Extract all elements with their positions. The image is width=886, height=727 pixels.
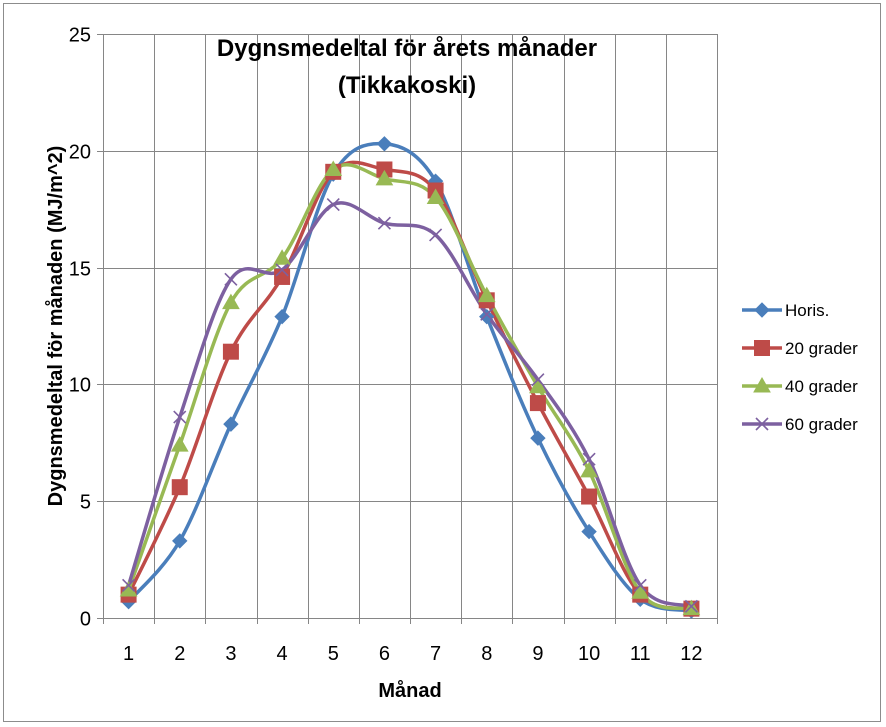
legend-swatch-marker xyxy=(755,417,769,431)
marker-stroke xyxy=(531,373,545,387)
data-point-40-grader xyxy=(426,188,445,205)
data-point-60-grader xyxy=(633,578,647,592)
legend-label: Horis. xyxy=(785,301,829,320)
y-tick-label: 10 xyxy=(69,375,91,397)
data-point-60-grader xyxy=(326,197,340,212)
y-tick-label: 5 xyxy=(80,492,91,514)
marker-stroke xyxy=(429,228,443,242)
data-point-60-grader xyxy=(582,452,596,466)
marker-stroke xyxy=(122,578,136,592)
chart-title-line-1: Dygnsmedeltal för årets månader xyxy=(217,35,597,62)
data-point-40-grader xyxy=(580,461,598,478)
legend-swatch-marker xyxy=(754,340,770,356)
x-tick-label: 5 xyxy=(328,643,339,665)
legend-item-20-grader: 20 grader xyxy=(742,339,858,358)
x-tick-label: 11 xyxy=(630,643,651,665)
marker-stroke xyxy=(755,417,769,431)
x-tick-label: 4 xyxy=(277,643,288,665)
data-point-60-grader xyxy=(377,216,391,230)
marker-stroke xyxy=(224,272,238,286)
marker-stroke xyxy=(377,216,391,230)
data-point-40-grader xyxy=(631,583,650,599)
legend-label: 40 grader xyxy=(785,377,858,396)
legend-label: 60 grader xyxy=(785,415,858,434)
marker-stroke xyxy=(275,263,289,277)
y-tick-label: 20 xyxy=(69,142,91,164)
data-point-40-grader xyxy=(324,160,343,176)
data-point-60-grader xyxy=(480,307,494,321)
chart-title: Dygnsmedeltal för årets månader (Tikkako… xyxy=(217,35,597,99)
series-markers xyxy=(119,136,701,619)
legend-swatch-marker xyxy=(754,302,770,318)
x-tick-label: 10 xyxy=(578,643,600,665)
data-point-60-grader xyxy=(224,272,238,286)
data-point-horis xyxy=(172,533,188,549)
legend-item-40-grader: 40 grader xyxy=(742,376,858,396)
legend-item-horis: Horis. xyxy=(742,301,829,320)
legend: Horis. 20 grader 40 grader 60 grader xyxy=(742,301,858,434)
data-point-40-grader xyxy=(375,169,394,186)
legend-label: 20 grader xyxy=(785,339,858,358)
x-tick-label: 12 xyxy=(680,643,702,665)
data-point-20-grader xyxy=(274,268,291,285)
y-axis-title: Dygnsmedeltal för månaden (MJ/m^2) xyxy=(44,146,67,507)
data-point-horis xyxy=(479,308,495,325)
y-tick-label: 0 xyxy=(80,609,91,631)
data-point-60-grader xyxy=(122,578,136,592)
marker-stroke xyxy=(582,452,596,466)
x-tick-label: 2 xyxy=(174,643,185,665)
data-point-horis xyxy=(223,416,239,432)
gridlines xyxy=(103,34,718,618)
data-point-40-grader xyxy=(477,286,496,303)
marker-stroke xyxy=(173,410,187,424)
data-point-40-grader xyxy=(273,249,291,265)
marker-stroke xyxy=(684,599,698,613)
chart-frame xyxy=(3,3,881,722)
data-point-60-grader xyxy=(684,599,698,613)
x-tick-label: 7 xyxy=(430,643,441,665)
data-point-60-grader xyxy=(531,373,545,387)
data-point-horis xyxy=(376,136,393,152)
data-point-60-grader xyxy=(275,263,289,277)
data-point-40-grader xyxy=(529,377,547,394)
y-tick-label: 15 xyxy=(69,259,91,281)
x-tick-label: 8 xyxy=(481,643,492,665)
data-point-20-grader xyxy=(222,343,239,360)
data-point-60-grader xyxy=(429,228,443,242)
x-tick-label: 3 xyxy=(225,643,236,665)
x-axis-title: Månad xyxy=(378,679,441,702)
data-point-horis xyxy=(274,308,290,325)
marker-stroke xyxy=(633,578,647,592)
x-tick-label: 1 xyxy=(123,643,134,665)
legend-item-60-grader: 60 grader xyxy=(742,415,858,434)
x-tick-label: 6 xyxy=(379,643,390,665)
data-point-horis xyxy=(530,430,546,446)
legend-swatch-marker xyxy=(753,376,771,393)
marker-stroke xyxy=(326,197,340,212)
chart-title-line-2: (Tikkakoski) xyxy=(338,72,476,99)
series-line-40-grader xyxy=(126,162,694,611)
data-point-horis xyxy=(581,523,597,540)
marker-stroke xyxy=(480,307,494,321)
data-point-40-grader xyxy=(222,293,240,310)
data-point-20-grader xyxy=(529,395,546,412)
data-point-60-grader xyxy=(173,410,187,424)
data-point-40-grader xyxy=(170,436,189,452)
y-tick-label: 25 xyxy=(69,25,91,47)
data-point-20-grader xyxy=(581,488,598,505)
x-tick-label: 9 xyxy=(532,643,543,665)
data-point-20-grader xyxy=(171,479,188,496)
